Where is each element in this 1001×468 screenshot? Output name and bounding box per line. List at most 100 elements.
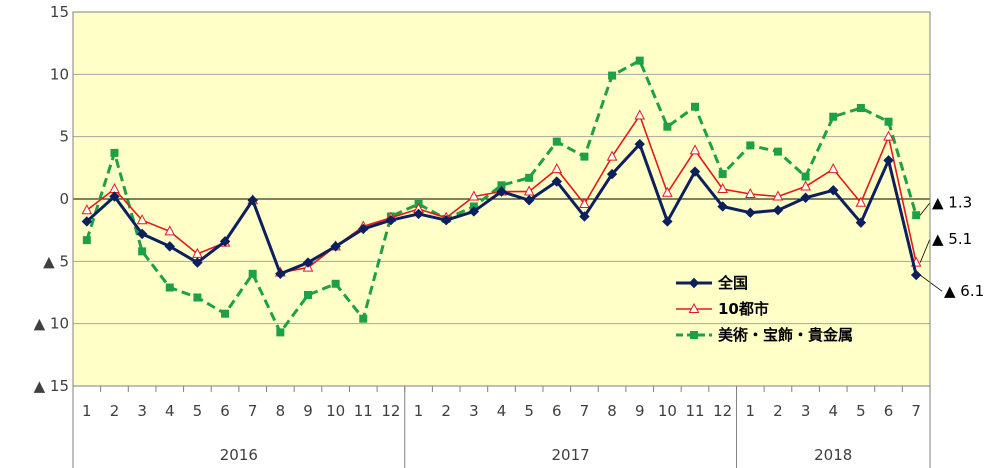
data-point [468,206,480,217]
data-point [523,195,535,206]
data-point [827,163,839,174]
x-tick-label: 5 [524,402,534,420]
data-point [635,56,644,65]
x-tick-label: 4 [828,402,838,420]
x-tick-label: 12 [381,402,400,420]
data-point [385,214,397,226]
x-tick-label: 7 [911,402,921,420]
data-point [331,279,340,288]
data-point [580,152,589,161]
x-tick-label: 6 [884,402,894,420]
data-point [221,309,230,318]
annotations: ▲ 1.3 ▲ 5.1 ▲ 6.1 [919,194,984,300]
annotation-label: ▲ 5.1 [932,230,972,248]
x-tick-label: 4 [165,402,175,420]
data-point [801,172,810,181]
data-point [303,290,312,299]
data-point [745,207,756,218]
x-tick-label: 8 [276,402,286,420]
data-point [248,269,257,278]
data-point [829,112,838,121]
x-tick-label: 10 [326,402,345,420]
data-point [441,214,452,226]
legend-label: 10都市 [718,300,769,318]
data-point [552,137,561,146]
x-tick-label: 11 [685,402,704,420]
x-axis: 1 2 3 4 5 6 7 8 9 10 11 12 1 2 3 4 5 6 7 8 9 10 11 12 1 2 3 4 5 6 7201… [72,386,931,468]
data-point [164,225,176,236]
year-label: 2017 [552,446,590,464]
data-point [663,122,672,131]
y-tick-label: 0 [59,190,69,208]
data-point [468,190,480,201]
x-tick-label: 1 [746,402,756,420]
data-point [910,269,922,281]
data-point [165,283,174,292]
data-point [136,228,148,240]
year-label: 2016 [220,446,258,464]
data-point [606,168,618,180]
x-tick-label: 11 [354,402,373,420]
x-tick-label: 9 [635,402,645,420]
series-diamond [81,138,922,281]
data-point [828,185,839,196]
data-point [109,191,120,202]
y-axis: 15 10 5 0 ▲ 5 ▲ 10 ▲ 15 [34,3,69,395]
x-tick-label: 2 [773,402,783,420]
x-tick-label: 7 [580,402,590,420]
data-point [413,208,424,220]
data-point [744,187,756,199]
data-point [81,216,93,227]
x-tick-label: 6 [220,402,230,420]
x-tick-label: 2 [110,402,120,420]
data-point [192,257,203,268]
x-tick-label: 1 [414,402,424,420]
data-point [772,205,784,216]
data-point [496,186,507,197]
legend-label: 美術・宝飾・貴金属 [718,326,853,344]
data-point [883,130,894,141]
x-tick-label: 3 [469,402,479,420]
data-point [855,217,867,228]
x-tick-label: 4 [497,402,507,420]
data-point [110,148,119,157]
x-tick-label: 3 [137,402,147,420]
x-tick-label: 8 [607,402,617,420]
x-tick-label: 9 [303,402,313,420]
data-point [164,241,175,252]
data-point [579,197,590,208]
data-point [691,102,700,111]
data-point [302,257,314,268]
data-point [275,268,286,280]
annotation-label: ▲ 1.3 [932,194,972,212]
x-tick-label: 5 [856,402,866,420]
x-tick-label: 10 [658,402,677,420]
legend-marker [690,331,698,339]
x-tick-label: 5 [193,402,203,420]
year-label: 2018 [814,446,852,464]
data-point [634,138,645,150]
data-point [800,192,811,203]
x-tick-label: 3 [801,402,811,420]
y-tick-label: 5 [59,128,69,146]
y-tick-label: ▲ 10 [34,315,69,333]
data-point [81,204,93,215]
data-point [523,185,535,196]
data-point [247,195,258,206]
legend-marker [688,302,700,313]
data-point [883,155,894,166]
data-point [689,144,701,155]
data-point [525,173,534,182]
data-point [579,211,590,222]
annotation-label: ▲ 6.1 [944,282,984,300]
y-tick-label: ▲ 15 [34,377,69,395]
data-point [634,109,646,120]
data-point [82,236,91,245]
data-point [746,141,755,150]
data-point [717,201,728,212]
x-tick-label: 1 [82,402,92,420]
data-point [192,247,203,258]
data-point [330,241,341,252]
